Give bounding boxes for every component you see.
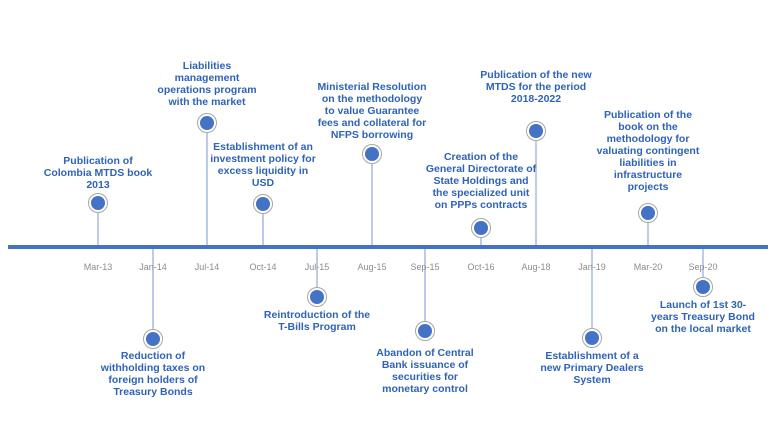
date-tick: Mar-20: [633, 262, 663, 272]
event-marker: [474, 221, 488, 235]
event-marker: [256, 197, 270, 211]
event-marker: [91, 196, 105, 210]
date-tick: Mar-13: [83, 262, 113, 272]
event-label: Reduction of withholding taxes on foreig…: [100, 350, 206, 398]
date-tick: Jan-19: [578, 262, 606, 272]
event-label: Ministerial Resolution on the methodolog…: [317, 81, 427, 141]
date-tick: Jul-15: [304, 262, 330, 272]
event-marker: [585, 331, 599, 345]
event-label: Establishment of a new Primary Dealers S…: [540, 350, 644, 386]
event-marker: [310, 290, 324, 304]
timeline-axis: [8, 245, 768, 249]
event-marker: [200, 116, 214, 130]
date-tick: Sep-15: [410, 262, 440, 272]
event-label: Creation of the General Directorate of S…: [425, 151, 537, 211]
date-tick: Jul-14: [194, 262, 220, 272]
event-marker: [365, 147, 379, 161]
event-label: Publication of Colombia MTDS book 2013: [43, 155, 153, 191]
date-tick: Oct-14: [249, 262, 277, 272]
event-label: Liabilities management operations progra…: [157, 60, 257, 108]
event-label: Establishment of an investment policy fo…: [210, 141, 316, 189]
event-marker: [641, 206, 655, 220]
event-label: Launch of 1st 30- years Treasury Bond on…: [651, 299, 755, 335]
event-label: Publication of the book on the methodolo…: [596, 109, 700, 193]
event-label: Publication of the new MTDS for the peri…: [480, 69, 592, 105]
date-tick: Oct-16: [467, 262, 495, 272]
event-marker: [146, 332, 160, 346]
event-label: Abandon of Central Bank issuance of secu…: [376, 347, 474, 395]
date-tick: Aug-18: [521, 262, 551, 272]
event-label: Reintroduction of the T-Bills Program: [263, 309, 371, 333]
date-tick: Aug-15: [357, 262, 387, 272]
date-tick: Jan-14: [139, 262, 167, 272]
event-marker: [529, 124, 543, 138]
event-marker: [696, 280, 710, 294]
event-marker: [418, 324, 432, 338]
date-tick: Sep-20: [688, 262, 718, 272]
